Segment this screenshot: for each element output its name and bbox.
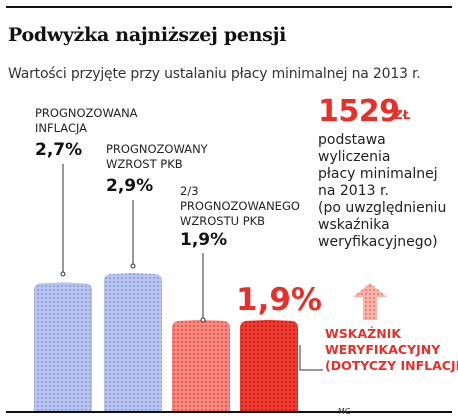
bar4-value-label: 1,9% [236, 282, 322, 318]
bar4-label: WSKAŹNIK WERYFIKACYJNY (DOTYCZY INFLACJI… [325, 326, 458, 373]
bar-1 [34, 282, 92, 411]
bar3-value-label: 1,9% [180, 230, 228, 250]
red-up-arrow [353, 283, 387, 320]
leader-dot-2 [130, 263, 136, 269]
leader-dot-3 [200, 317, 206, 323]
chart-title: Podwyżka najniższej pensji [8, 24, 287, 46]
bar1-value-label: 2,7% [35, 140, 83, 160]
bar4-pointer-line [299, 345, 323, 371]
chart-subtitle: Wartości przyjęte przy ustalaniu płacy m… [8, 66, 421, 82]
top-rule [6, 6, 452, 8]
highlight-description: podstawa wyliczenia płacy minimalnej na … [318, 132, 447, 250]
credit: MC [338, 407, 351, 416]
bar2-value-label: 2,9% [106, 176, 154, 196]
bar3-label: 2/3 PROGNOZOWANEGO WZROSTU PKB [180, 184, 300, 228]
bar1-label: PROGNOZOWANA INFLACJA [35, 106, 138, 135]
highlight-number: 1529 [318, 94, 400, 129]
highlight-unit: ZŁ [394, 108, 411, 122]
bar2-label: PROGNOZOWANY WZROST PKB [106, 142, 208, 171]
bar-2 [104, 273, 162, 411]
bar-3 [172, 319, 230, 411]
leader-dot-1 [60, 271, 66, 277]
bar-4 [240, 319, 298, 411]
